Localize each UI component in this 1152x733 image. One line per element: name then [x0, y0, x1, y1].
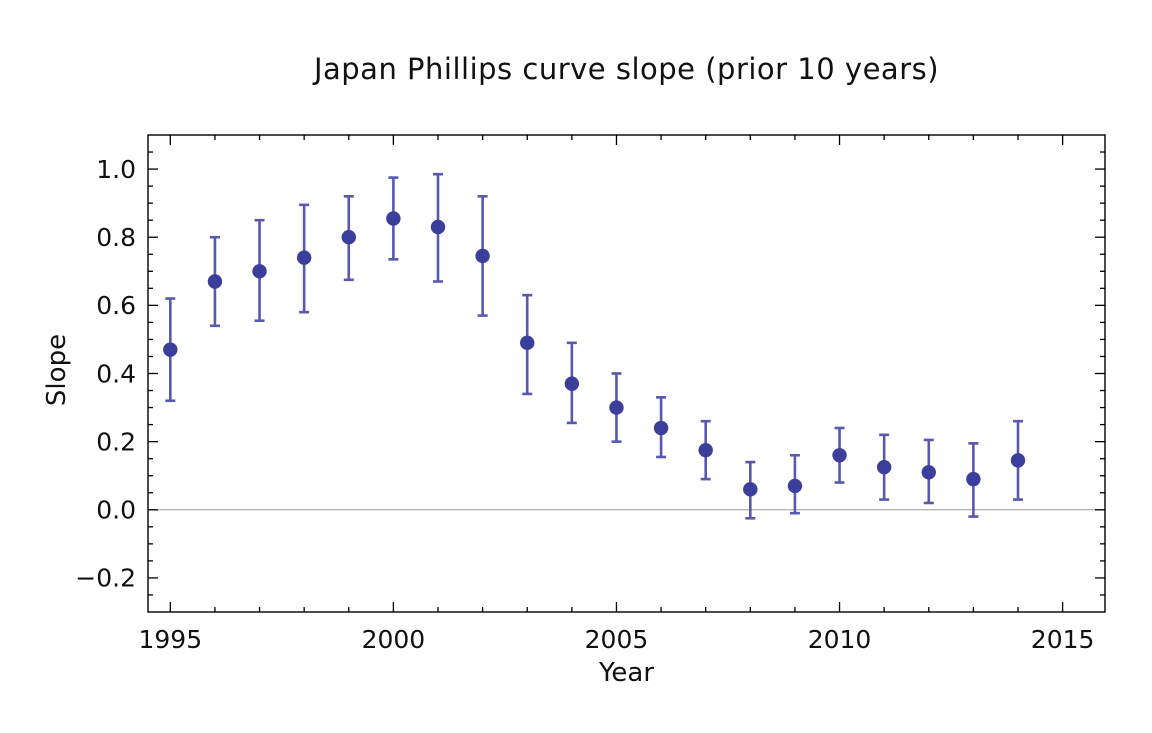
- data-point: [386, 211, 401, 226]
- x-axis-label: Year: [598, 658, 655, 688]
- data-point: [207, 274, 223, 289]
- data-point: [609, 400, 624, 415]
- data-point: [430, 219, 446, 235]
- data-point: [832, 448, 847, 463]
- x-tick-label: 2005: [585, 625, 649, 654]
- data-point: [475, 248, 490, 264]
- y-axis-label: Slope: [42, 333, 72, 407]
- plot-frame: [147, 134, 1106, 613]
- x-tick-label: 1995: [138, 625, 202, 654]
- y-tick-label: 0.8: [96, 223, 136, 252]
- data-point: [296, 250, 312, 265]
- data-point: [1010, 453, 1026, 468]
- data-point: [564, 376, 580, 391]
- y-tick-label: 1.0: [96, 155, 136, 184]
- data-point: [252, 264, 267, 279]
- x-tick-label: 2010: [808, 625, 872, 654]
- data-point: [520, 335, 535, 351]
- y-tick-label: 0.0: [96, 496, 136, 525]
- x-tick-label: 2015: [1031, 625, 1095, 654]
- data-point: [743, 482, 758, 497]
- y-tick-label: −0.2: [75, 564, 136, 593]
- y-tick-label: 0.4: [96, 359, 136, 388]
- x-tick-label: 2000: [362, 625, 426, 654]
- data-point: [876, 459, 892, 475]
- data-point: [787, 478, 803, 494]
- chart-title: Japan Phillips curve slope (prior 10 yea…: [313, 52, 940, 86]
- data-point: [163, 342, 178, 357]
- data-point: [653, 420, 669, 436]
- y-tick-label: 0.2: [96, 427, 136, 456]
- data-point: [921, 465, 936, 480]
- data-point: [698, 442, 713, 458]
- data-point: [341, 230, 356, 245]
- data-point: [966, 471, 981, 487]
- y-tick-label: 0.6: [96, 291, 136, 320]
